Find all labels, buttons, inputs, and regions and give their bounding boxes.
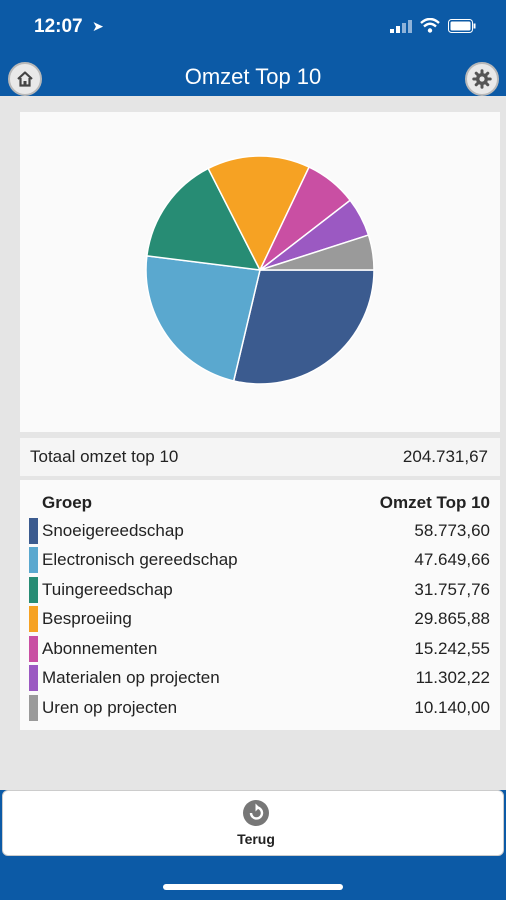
gear-icon	[472, 69, 492, 89]
color-swatch	[29, 635, 38, 662]
back-button[interactable]: Terug	[203, 799, 309, 851]
pie-slice-besproeiing	[207, 155, 311, 272]
row-label: Tuingereedschap	[42, 579, 173, 599]
pie-slice-uren-op-projecten	[259, 234, 375, 271]
table-rows: Snoeigereedschap 58.773,60 Electronisch ge…	[20, 516, 500, 723]
table-row: Materialen op projecten 11.302,22	[20, 664, 500, 694]
table-row: Snoeigereedschap 58.773,60	[20, 516, 500, 546]
color-swatch	[29, 694, 38, 721]
omzet-table: Groep Omzet Top 10 Snoeigereedschap 58.77…	[20, 480, 500, 730]
back-arrow-icon	[243, 800, 269, 826]
back-label: Terug	[237, 831, 275, 847]
status-bar: 12:07 ➤	[0, 0, 506, 56]
row-label: Electronisch gereedschap	[42, 550, 238, 570]
nav-bar: Omzet Top 10	[0, 56, 506, 96]
row-value: 11.302,22	[415, 668, 490, 688]
table-header: Groep Omzet Top 10	[20, 490, 500, 516]
color-swatch	[29, 576, 38, 603]
color-swatch	[29, 547, 38, 574]
color-swatch	[29, 606, 38, 633]
toolbar-panel: Terug	[2, 790, 504, 856]
page-title: Omzet Top 10	[184, 64, 322, 89]
row-label: Abonnementen	[42, 638, 158, 658]
total-label: Totaal omzet top 10	[30, 447, 179, 466]
bottom-toolbar: Terug	[0, 790, 506, 900]
color-swatch	[29, 517, 38, 544]
row-label: Materialen op projecten	[42, 668, 220, 688]
row-value: 47.649,66	[414, 550, 490, 570]
location-arrow-icon: ➤	[92, 18, 104, 34]
table-row: Besproeiing 29.865,88	[20, 605, 500, 635]
status-icons	[390, 18, 476, 33]
content-area: Totaal omzet top 10 204.731,67 Groep Omz…	[0, 96, 506, 790]
row-value: 15.242,55	[414, 638, 490, 658]
pie-slice-tuingereedschap	[146, 167, 262, 271]
home-button[interactable]	[8, 62, 42, 96]
signal-icon	[390, 19, 412, 33]
column-header-omzet: Omzet Top 10	[379, 493, 490, 512]
table-row: Abonnementen 15.242,55	[20, 634, 500, 664]
row-value: 29.865,88	[414, 609, 490, 629]
status-time: 12:07	[34, 16, 83, 37]
row-label: Snoeigereedschap	[42, 520, 184, 540]
table-row: Uren op projecten 10.140,00	[20, 693, 500, 723]
chart-card	[20, 112, 500, 432]
wifi-icon	[420, 18, 440, 33]
pie-slice-electronisch-gereedschap	[145, 255, 261, 382]
table-row: Tuingereedschap 31.757,76	[20, 575, 500, 605]
row-label: Uren op projecten	[42, 697, 178, 717]
total-row: Totaal omzet top 10 204.731,67	[20, 438, 500, 476]
pie-slice-snoeigereedschap	[232, 269, 375, 385]
table-row: Electronisch gereedschap 47.649,66	[20, 546, 500, 576]
row-value: 58.773,60	[414, 520, 490, 540]
column-header-groep: Groep	[42, 493, 93, 512]
color-swatch	[29, 665, 38, 692]
home-indicator	[163, 884, 343, 890]
pie-chart	[145, 155, 375, 385]
battery-icon	[448, 18, 476, 33]
row-value: 10.140,00	[414, 697, 490, 717]
row-value: 31.757,76	[414, 579, 490, 599]
settings-button[interactable]	[465, 62, 499, 96]
home-icon	[17, 71, 33, 87]
row-label: Besproeiing	[42, 609, 132, 629]
total-value: 204.731,67	[402, 447, 488, 466]
